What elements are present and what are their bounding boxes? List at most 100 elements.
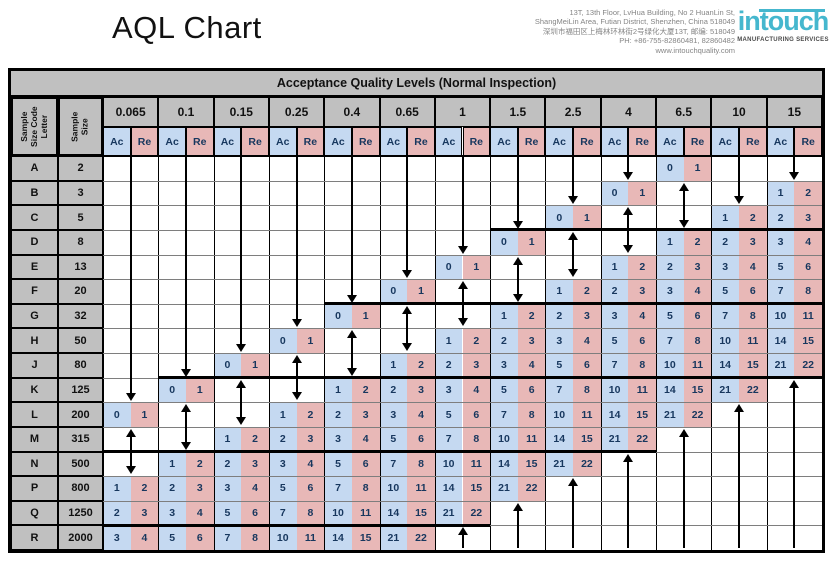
ac-value-cell: 14: [600, 402, 629, 427]
ac-value-cell: 2: [656, 254, 684, 280]
arrow-shaft: [406, 312, 409, 344]
arrow-head-up: [512, 256, 523, 265]
ac-value-cell: 1: [766, 180, 795, 206]
arrow-head-down: [734, 196, 745, 205]
ac-value-cell: 14: [434, 476, 463, 501]
arrow-head-down: [125, 466, 136, 475]
ac-value-cell: 1: [379, 353, 408, 378]
ac-value-cell: 0: [324, 303, 352, 329]
ac-value-cell: 7: [268, 500, 297, 526]
ac-value-cell: 7: [379, 451, 408, 477]
arrow-head-down: [789, 171, 800, 180]
arrow-head-down: [568, 196, 579, 205]
re-value-cell: 3: [517, 328, 546, 353]
arrow-head-down: [457, 318, 468, 327]
arrow-shaft: [350, 337, 353, 369]
company-logo: intouch MANUFACTURING SERVICES: [737, 6, 829, 43]
arrow-shaft: [129, 157, 132, 395]
ac-value-cell: 0: [600, 180, 629, 206]
re-value-cell: 3: [739, 229, 767, 255]
re-header: Re: [739, 127, 767, 156]
re-value-cell: 8: [351, 476, 380, 501]
ac-value-cell: 10: [324, 500, 352, 526]
re-value-cell: 11: [683, 353, 712, 378]
ac-header: Ac: [600, 127, 629, 156]
arrow-shaft: [184, 157, 187, 370]
gridline-vertical: [711, 97, 713, 550]
re-value-cell: 3: [130, 500, 159, 526]
ac-value-cell: 5: [213, 500, 242, 526]
address-line: PH: +86-755-82860481, 82860482: [619, 36, 735, 46]
ac-value-cell: 0: [268, 328, 297, 353]
code-letter-cell: A: [11, 156, 58, 181]
ac-value-cell: 5: [711, 279, 740, 304]
ac-value-cell: 5: [379, 426, 408, 452]
ac-value-cell: 10: [268, 525, 297, 550]
arrow-head-up: [236, 379, 247, 388]
aql-level-header: 10: [711, 97, 767, 127]
aql-table-body: Acceptance Quality Levels (Normal Inspec…: [11, 71, 822, 550]
ac-value-cell: 1: [268, 402, 297, 427]
ac-value-cell: 2: [103, 500, 131, 526]
arrow-head-down: [346, 294, 357, 303]
code-letter-cell: M: [11, 426, 58, 452]
re-value-cell: 1: [241, 353, 269, 378]
re-value-cell: 1: [296, 328, 325, 353]
ac-value-cell: 3: [158, 500, 186, 526]
re-value-cell: 2: [407, 353, 435, 378]
re-value-cell: 22: [407, 525, 435, 550]
ac-value-cell: 10: [434, 451, 463, 477]
ac-value-cell: 0: [213, 353, 242, 378]
re-value-cell: 11: [351, 500, 380, 526]
sample-size-cell: 2: [58, 156, 103, 181]
ac-value-cell: 7: [711, 303, 740, 329]
ac-value-cell: 0: [656, 156, 684, 181]
re-value-cell: 6: [683, 303, 712, 329]
ac-value-cell: 5: [545, 353, 574, 378]
logo-wordmark: intouch: [737, 6, 829, 36]
ac-header: Ac: [379, 127, 408, 156]
arrow-shaft: [240, 157, 243, 345]
arrow-shaft: [627, 460, 630, 548]
arrow-shaft: [572, 238, 575, 271]
re-value-cell: 8: [462, 426, 491, 452]
ac-value-cell: 5: [490, 377, 518, 403]
sample-size-cell: 315: [58, 426, 103, 452]
aql-level-header: 0.25: [268, 97, 325, 127]
ac-value-cell: 2: [766, 205, 795, 230]
re-value-cell: 4: [185, 500, 214, 526]
re-value-cell: 22: [794, 353, 822, 378]
ac-header: Ac: [434, 127, 463, 156]
gridline-vertical: [213, 97, 215, 550]
ac-value-cell: 14: [545, 426, 574, 452]
re-value-cell: 11: [296, 525, 325, 550]
re-value-cell: 22: [628, 426, 657, 452]
gridline-vertical: [324, 97, 326, 550]
re-value-cell: 3: [351, 402, 380, 427]
ac-value-cell: 2: [213, 451, 242, 477]
re-value-cell: 6: [462, 402, 491, 427]
gridline-vertical: [158, 97, 160, 550]
ac-value-cell: 10: [490, 426, 518, 452]
ac-value-cell: 5: [656, 303, 684, 329]
address-line: ShangMeiLin Area, Futian District, Shenz…: [534, 17, 735, 27]
ac-value-cell: 0: [103, 402, 131, 427]
arrow-head-down: [512, 293, 523, 302]
re-value-cell: 6: [185, 525, 214, 550]
ac-header: Ac: [711, 127, 740, 156]
re-value-cell: 11: [573, 402, 601, 427]
re-value-cell: 1: [573, 205, 601, 230]
arrow-head-up: [402, 305, 413, 314]
re-value-cell: 15: [628, 402, 657, 427]
ac-value-cell: 10: [766, 303, 795, 329]
ac-value-cell: 3: [379, 402, 408, 427]
re-value-cell: 6: [573, 353, 601, 378]
re-value-cell: 4: [407, 402, 435, 427]
aql-level-header: 1.5: [490, 97, 546, 127]
arrow-head-up: [789, 379, 800, 388]
arrow-shaft: [738, 411, 741, 548]
gridline-horizontal: [103, 476, 822, 478]
ac-value-cell: 5: [158, 525, 186, 550]
ac-header: Ac: [213, 127, 242, 156]
address-line: 深圳市福田区上梅林环林街2号绿化大厦13T, 邮编: 518049: [542, 26, 735, 36]
